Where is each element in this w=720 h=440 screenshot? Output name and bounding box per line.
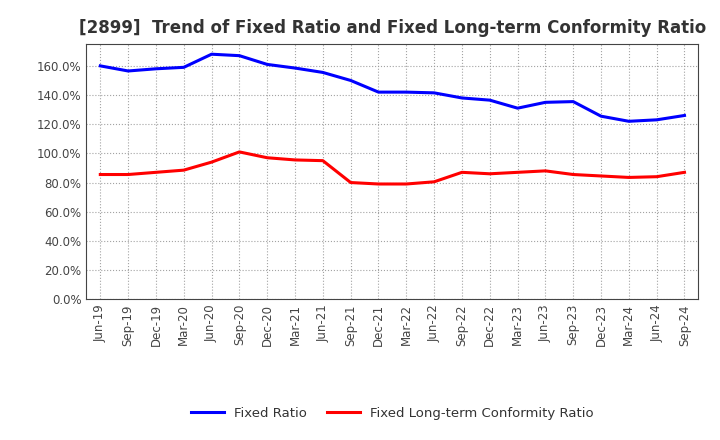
Fixed Ratio (430, 90, 438, 95)
Fixed Ratio (235, 53, 243, 59)
Fixed Ratio (652, 117, 661, 122)
Fixed Long-term Conformity Ratio (346, 180, 355, 185)
Line: Fixed Ratio: Fixed Ratio (100, 54, 685, 121)
Fixed Ratio (96, 63, 104, 69)
Fixed Ratio (485, 98, 494, 103)
Fixed Ratio (263, 62, 271, 67)
Fixed Ratio (152, 66, 161, 71)
Fixed Long-term Conformity Ratio (597, 173, 606, 179)
Fixed Ratio (624, 119, 633, 124)
Fixed Long-term Conformity Ratio (624, 175, 633, 180)
Fixed Long-term Conformity Ratio (179, 168, 188, 173)
Fixed Long-term Conformity Ratio (402, 181, 410, 187)
Fixed Ratio (597, 114, 606, 119)
Line: Fixed Long-term Conformity Ratio: Fixed Long-term Conformity Ratio (100, 152, 685, 184)
Fixed Long-term Conformity Ratio (374, 181, 383, 187)
Fixed Long-term Conformity Ratio (513, 170, 522, 175)
Fixed Ratio (318, 70, 327, 75)
Fixed Long-term Conformity Ratio (652, 174, 661, 180)
Fixed Long-term Conformity Ratio (96, 172, 104, 177)
Fixed Long-term Conformity Ratio (569, 172, 577, 177)
Fixed Long-term Conformity Ratio (291, 157, 300, 162)
Fixed Ratio (541, 100, 550, 105)
Fixed Long-term Conformity Ratio (485, 171, 494, 176)
Fixed Long-term Conformity Ratio (458, 170, 467, 175)
Fixed Long-term Conformity Ratio (124, 172, 132, 177)
Fixed Ratio (291, 66, 300, 71)
Fixed Long-term Conformity Ratio (263, 155, 271, 161)
Fixed Ratio (569, 99, 577, 104)
Fixed Long-term Conformity Ratio (207, 159, 216, 165)
Fixed Long-term Conformity Ratio (541, 168, 550, 173)
Fixed Long-term Conformity Ratio (235, 149, 243, 154)
Fixed Ratio (458, 95, 467, 101)
Fixed Long-term Conformity Ratio (430, 179, 438, 184)
Fixed Ratio (513, 106, 522, 111)
Fixed Ratio (680, 113, 689, 118)
Fixed Ratio (402, 89, 410, 95)
Fixed Ratio (179, 65, 188, 70)
Fixed Ratio (346, 78, 355, 83)
Fixed Long-term Conformity Ratio (318, 158, 327, 163)
Fixed Long-term Conformity Ratio (152, 170, 161, 175)
Fixed Long-term Conformity Ratio (680, 170, 689, 175)
Legend: Fixed Ratio, Fixed Long-term Conformity Ratio: Fixed Ratio, Fixed Long-term Conformity … (186, 402, 599, 425)
Fixed Ratio (207, 51, 216, 57)
Fixed Ratio (124, 68, 132, 73)
Title: [2899]  Trend of Fixed Ratio and Fixed Long-term Conformity Ratio: [2899] Trend of Fixed Ratio and Fixed Lo… (78, 19, 706, 37)
Fixed Ratio (374, 89, 383, 95)
